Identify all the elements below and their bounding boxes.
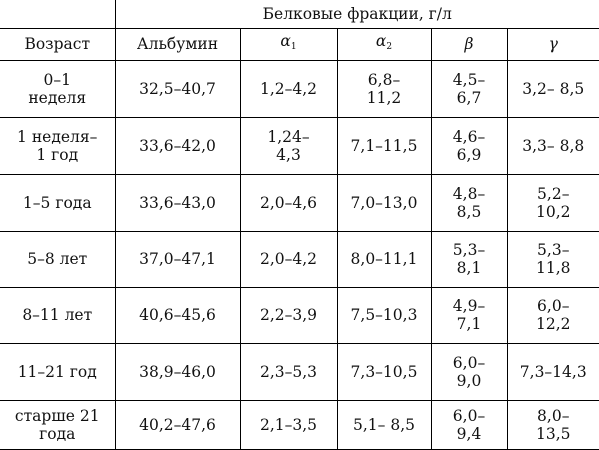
alpha2-subscript: 2 bbox=[386, 42, 393, 52]
alpha1-cell: 2,1–3,5 bbox=[239, 399, 338, 450]
age-cell: 1 неделя– 1 год bbox=[0, 116, 116, 175]
alpha1-cell: 2,0–4,2 bbox=[239, 230, 338, 288]
age-cell: 5–8 лет bbox=[0, 230, 116, 288]
header-beta: β bbox=[430, 27, 508, 61]
albumin-cell: 37,0–47,1 bbox=[114, 230, 241, 288]
alpha2-cell: 7,0–13,0 bbox=[336, 173, 432, 232]
age-cell: старше 21 года bbox=[0, 399, 116, 450]
table-row: 11–21 год 38,9–46,0 2,3–5,3 7,3–10,5 6,0… bbox=[0, 342, 599, 401]
header-alpha2: α2 bbox=[336, 27, 432, 61]
gamma-cell: 8,0– 13,5 bbox=[506, 399, 599, 450]
header-corner-cell bbox=[0, 0, 116, 29]
table-row: 1 неделя– 1 год 33,6–42,0 1,24– 4,3 7,1–… bbox=[0, 116, 599, 175]
albumin-cell: 33,6–43,0 bbox=[114, 173, 241, 232]
albumin-cell: 33,6–42,0 bbox=[114, 116, 241, 175]
alpha2-cell: 7,1–11,5 bbox=[336, 116, 432, 175]
alpha2-cell: 8,0–11,1 bbox=[336, 230, 432, 288]
age-cell: 8–11 лет bbox=[0, 286, 116, 344]
albumin-cell: 40,2–47,6 bbox=[114, 399, 241, 450]
beta-cell: 6,0– 9,0 bbox=[430, 342, 508, 401]
alpha2-cell: 7,5–10,3 bbox=[336, 286, 432, 344]
gamma-cell: 6,0– 12,2 bbox=[506, 286, 599, 344]
gamma-symbol: γ bbox=[548, 35, 558, 53]
header-gamma: γ bbox=[506, 27, 599, 61]
gamma-cell: 5,2– 10,2 bbox=[506, 173, 599, 232]
alpha2-cell: 7,3–10,5 bbox=[336, 342, 432, 401]
gamma-cell: 3,2– 8,5 bbox=[506, 59, 599, 118]
beta-cell: 4,9– 7,1 bbox=[430, 286, 508, 344]
beta-cell: 4,5– 6,7 bbox=[430, 59, 508, 118]
beta-cell: 4,6– 6,9 bbox=[430, 116, 508, 175]
header-protein-fractions: Белковые фракции, г/л bbox=[114, 0, 599, 29]
table-row: 8–11 лет 40,6–45,6 2,2–3,9 7,5–10,3 4,9–… bbox=[0, 286, 599, 344]
age-cell: 0–1 неделя bbox=[0, 59, 116, 118]
header-albumin: Альбумин bbox=[114, 27, 241, 61]
gamma-cell: 3,3– 8,8 bbox=[506, 116, 599, 175]
alpha1-symbol: α bbox=[280, 32, 291, 50]
beta-cell: 6,0– 9,4 bbox=[430, 399, 508, 450]
beta-cell: 4,8– 8,5 bbox=[430, 173, 508, 232]
table-row: 0–1 неделя 32,5–40,7 1,2–4,2 6,8– 11,2 4… bbox=[0, 59, 599, 118]
albumin-cell: 40,6–45,6 bbox=[114, 286, 241, 344]
alpha2-cell: 5,1– 8,5 bbox=[336, 399, 432, 450]
header-row-group: Белковые фракции, г/л bbox=[0, 0, 599, 29]
alpha1-cell: 2,3–5,3 bbox=[239, 342, 338, 401]
header-row-columns: Возраст Альбумин α1 α2 β γ bbox=[0, 27, 599, 61]
header-alpha1: α1 bbox=[239, 27, 338, 61]
table-row: старше 21 года 40,2–47,6 2,1–3,5 5,1– 8,… bbox=[0, 399, 599, 450]
beta-symbol: β bbox=[464, 35, 474, 53]
gamma-cell: 5,3– 11,8 bbox=[506, 230, 599, 288]
albumin-cell: 38,9–46,0 bbox=[114, 342, 241, 401]
beta-cell: 5,3– 8,1 bbox=[430, 230, 508, 288]
alpha2-symbol: α bbox=[375, 32, 387, 50]
alpha1-cell: 1,2–4,2 bbox=[239, 59, 338, 118]
alpha1-cell: 2,2–3,9 bbox=[239, 286, 338, 344]
albumin-cell: 32,5–40,7 bbox=[114, 59, 241, 118]
alpha1-subscript: 1 bbox=[290, 42, 297, 52]
age-cell: 11–21 год bbox=[0, 342, 116, 401]
header-age: Возраст bbox=[0, 27, 116, 61]
gamma-cell: 7,3–14,3 bbox=[506, 342, 599, 401]
alpha1-cell: 2,0–4,6 bbox=[239, 173, 338, 232]
alpha1-cell: 1,24– 4,3 bbox=[239, 116, 338, 175]
table-row: 5–8 лет 37,0–47,1 2,0–4,2 8,0–11,1 5,3– … bbox=[0, 230, 599, 288]
alpha2-cell: 6,8– 11,2 bbox=[336, 59, 432, 118]
table-row: 1–5 года 33,6–43,0 2,0–4,6 7,0–13,0 4,8–… bbox=[0, 173, 599, 232]
age-cell: 1–5 года bbox=[0, 173, 116, 232]
